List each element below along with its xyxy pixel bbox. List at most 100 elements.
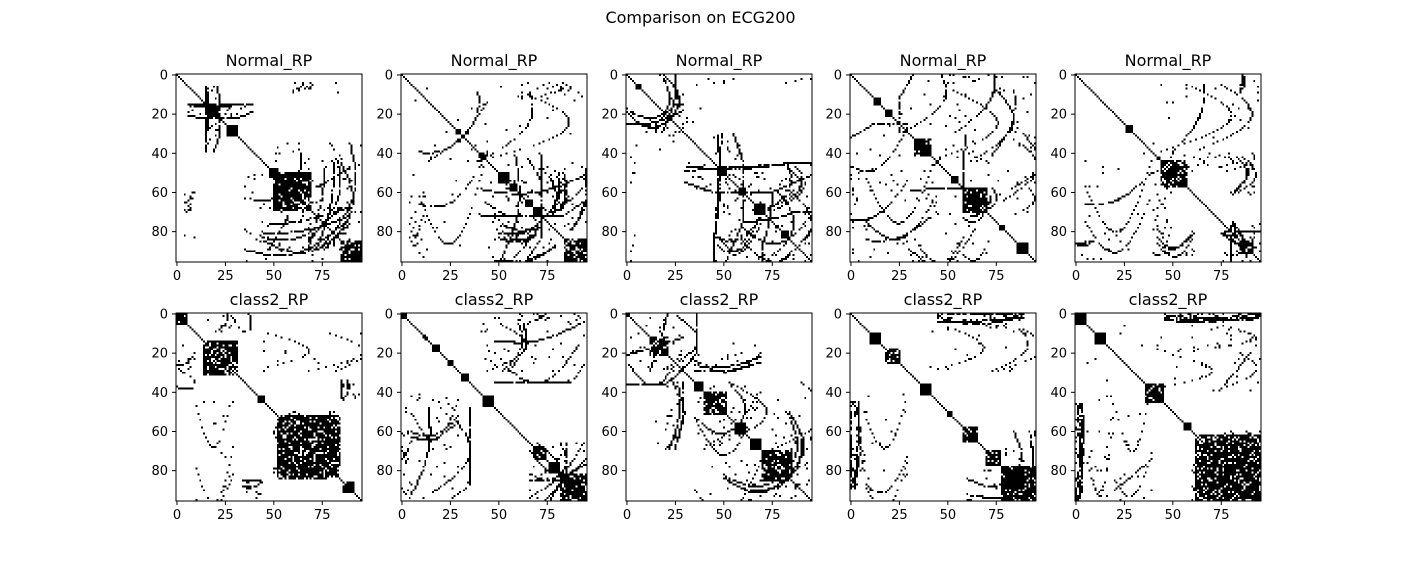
axes-frame <box>175 312 363 502</box>
y-tick-label: 20 <box>376 347 393 362</box>
y-tick-label: 80 <box>825 464 842 479</box>
x-tick-label: 25 <box>217 508 234 523</box>
x-tick-label: 75 <box>988 269 1005 284</box>
y-tick-label: 0 <box>1059 307 1067 322</box>
recurrence-cells <box>1075 313 1261 501</box>
recurrence-cells <box>850 74 1036 262</box>
x-tick-label: 75 <box>539 508 556 523</box>
figure-title: Comparison on ECG200 <box>605 8 796 27</box>
y-tick-label: 80 <box>601 225 618 240</box>
x-tick-label: 25 <box>217 269 234 284</box>
y-tick-label: 80 <box>376 225 393 240</box>
y-tick-label: 60 <box>151 186 168 201</box>
y-tick-label: 60 <box>825 186 842 201</box>
recurrence-cells <box>626 74 812 262</box>
panel-title: class2_RP <box>680 290 759 310</box>
y-tick-label: 20 <box>601 347 618 362</box>
panel-title: class2_RP <box>904 290 983 310</box>
y-tick-label: 40 <box>825 386 842 401</box>
y-tick-label: 60 <box>151 425 168 440</box>
panel-title: class2_RP <box>455 290 534 310</box>
y-tick-label: 40 <box>1050 386 1067 401</box>
x-tick-label: 25 <box>1116 269 1133 284</box>
x-tick-label: 75 <box>539 269 556 284</box>
x-tick-label: 25 <box>442 508 459 523</box>
y-tick-label: 60 <box>376 186 393 201</box>
axes-frame <box>400 73 588 263</box>
rp-panel-normal-5: Normal_RP 0 25 50 75 0 20 40 60 80 <box>1050 51 1262 284</box>
panel-title: Normal_RP <box>676 51 763 71</box>
y-tick-label: 20 <box>825 347 842 362</box>
x-tick-label: 75 <box>1213 269 1230 284</box>
x-tick-label: 50 <box>491 269 508 284</box>
panel-title: Normal_RP <box>451 51 538 71</box>
y-tick-label: 40 <box>376 147 393 162</box>
y-tick-label: 20 <box>151 347 168 362</box>
y-tick-label: 0 <box>385 307 393 322</box>
recurrence-cells <box>176 74 362 262</box>
y-tick-label: 60 <box>1050 425 1067 440</box>
y-tick-label: 0 <box>160 68 168 83</box>
x-tick-label: 0 <box>623 269 631 284</box>
x-tick-label: 75 <box>314 508 331 523</box>
x-tick-label: 25 <box>1116 508 1133 523</box>
y-tick-label: 20 <box>825 108 842 123</box>
y-tick-label: 80 <box>376 464 393 479</box>
y-tick-label: 0 <box>610 68 618 83</box>
y-tick-label: 80 <box>825 225 842 240</box>
y-tick-label: 0 <box>834 68 842 83</box>
y-tick-label: 0 <box>610 307 618 322</box>
x-tick-label: 0 <box>173 508 181 523</box>
x-tick-label: 25 <box>442 269 459 284</box>
y-tick-label: 40 <box>376 386 393 401</box>
x-tick-label: 0 <box>398 508 406 523</box>
y-tick-label: 0 <box>1059 68 1067 83</box>
x-tick-label: 75 <box>314 269 331 284</box>
x-tick-label: 0 <box>847 508 855 523</box>
y-tick-label: 80 <box>1050 464 1067 479</box>
panel-title: class2_RP <box>1129 290 1208 310</box>
y-tick-label: 60 <box>601 186 618 201</box>
y-tick-label: 40 <box>151 386 168 401</box>
y-tick-label: 0 <box>385 68 393 83</box>
x-tick-label: 75 <box>764 508 781 523</box>
axes-frame <box>1074 312 1262 502</box>
y-tick-label: 0 <box>834 307 842 322</box>
x-tick-label: 50 <box>940 508 957 523</box>
y-tick-label: 60 <box>1050 186 1067 201</box>
x-tick-label: 0 <box>173 269 181 284</box>
x-tick-label: 50 <box>1165 508 1182 523</box>
x-tick-label: 75 <box>1213 508 1230 523</box>
x-tick-label: 0 <box>1072 508 1080 523</box>
axes-frame <box>849 312 1037 502</box>
x-tick-label: 25 <box>667 269 684 284</box>
x-tick-label: 75 <box>764 269 781 284</box>
x-tick-label: 25 <box>667 508 684 523</box>
rp-panel-normal-2: Normal_RP 0 25 50 75 0 20 40 60 80 <box>376 51 588 284</box>
rp-panel-class2-5: class2_RP 0 25 50 75 0 20 40 60 80 <box>1050 290 1262 523</box>
x-tick-label: 0 <box>1072 269 1080 284</box>
rp-panel-class2-4: class2_RP 0 25 50 75 0 20 40 60 80 <box>825 290 1037 523</box>
panel-title: Normal_RP <box>226 51 313 71</box>
y-tick-label: 40 <box>151 147 168 162</box>
x-tick-label: 0 <box>847 269 855 284</box>
axes-frame <box>625 73 813 263</box>
x-tick-label: 0 <box>398 269 406 284</box>
panel-title: class2_RP <box>230 290 309 310</box>
y-tick-label: 80 <box>601 464 618 479</box>
x-tick-label: 75 <box>988 508 1005 523</box>
axes-frame <box>175 73 363 263</box>
rp-panel-normal-3: Normal_RP 0 25 50 75 0 20 40 60 80 <box>601 51 813 284</box>
axes-frame <box>400 312 588 502</box>
y-tick-label: 20 <box>1050 108 1067 123</box>
x-tick-label: 0 <box>623 508 631 523</box>
recurrence-cells <box>1075 74 1261 262</box>
x-tick-label: 25 <box>891 508 908 523</box>
x-tick-label: 50 <box>716 508 733 523</box>
x-tick-label: 50 <box>266 508 283 523</box>
rp-panel-class2-2: class2_RP 0 25 50 75 0 20 40 60 80 <box>376 290 588 523</box>
y-tick-label: 40 <box>601 386 618 401</box>
y-tick-label: 80 <box>1050 225 1067 240</box>
recurrence-cells <box>626 313 812 501</box>
